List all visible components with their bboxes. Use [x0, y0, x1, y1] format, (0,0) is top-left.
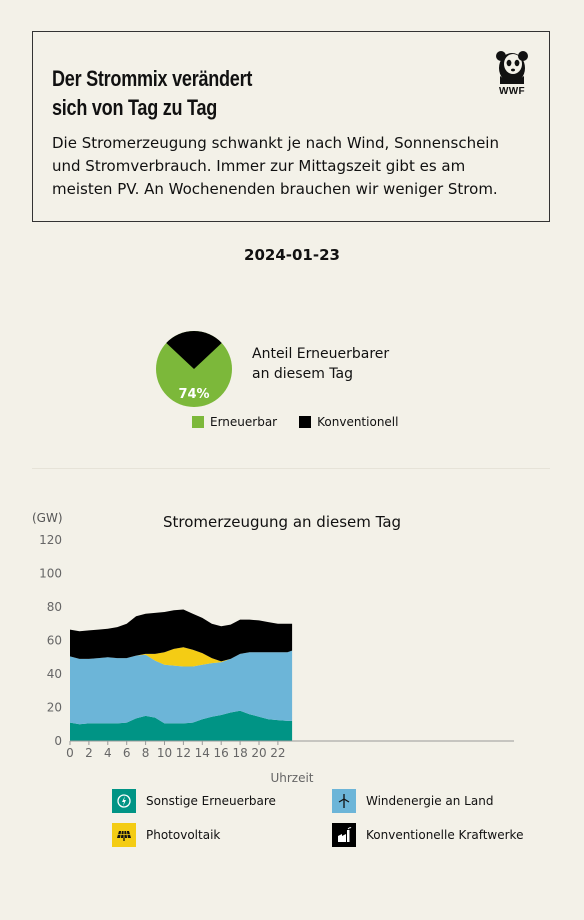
y-axis-label: (GW) [32, 511, 63, 525]
legend-label-sonstige: Sonstige Erneuerbare [146, 794, 276, 808]
title-line-1: Der Strommix verändert [52, 66, 253, 91]
pie-caption-line-2: an diesem Tag [252, 366, 353, 382]
area-series-3 [70, 647, 293, 667]
y-tick-label: 0 [54, 734, 62, 748]
panda-icon [496, 51, 528, 84]
x-tick-label: 22 [270, 746, 285, 760]
x-tick-label: 12 [176, 746, 191, 760]
y-tick-label: 60 [47, 634, 62, 648]
area-series-2 [70, 650, 293, 725]
legend-label-pv: Photovoltaik [146, 828, 221, 842]
x-tick-label: 20 [251, 746, 266, 760]
legend-item-konventionell: Konventionelle Kraftwerke [332, 823, 523, 847]
x-axis-label: Uhrzeit [270, 771, 313, 785]
power-plant-icon [332, 823, 356, 847]
pie-legend: Erneuerbar Konventionell [192, 415, 398, 429]
legend-label-konventionell: Konventionell [317, 415, 399, 429]
solar-panel-icon [112, 823, 136, 847]
y-tick-label: 100 [39, 567, 62, 581]
x-tick-label: 10 [157, 746, 172, 760]
x-tick-label: 2 [85, 746, 93, 760]
y-tick-label: 40 [47, 667, 62, 681]
leaf-lightning-icon [112, 789, 136, 813]
x-tick-label: 8 [142, 746, 150, 760]
legend-label-erneuerbar: Erneuerbar [210, 415, 278, 429]
area-series-4 [70, 609, 293, 662]
x-tick-label: 0 [66, 746, 74, 760]
legend-item-pv: Photovoltaik [112, 823, 220, 847]
legend-label-konventionell: Konventionelle Kraftwerke [366, 828, 524, 842]
x-tick-label: 4 [104, 746, 112, 760]
legend-swatch-erneuerbar [192, 416, 204, 428]
pie-caption: Anteil Erneuerbarer an diesem Tag [252, 344, 432, 384]
x-tick-label: 18 [232, 746, 247, 760]
wwf-logo: WWF [492, 50, 532, 102]
divider [32, 468, 550, 469]
chart-title: Stromerzeugung an diesem Tag [163, 513, 401, 531]
legend-swatch-konventionell [299, 416, 312, 428]
logo-text: WWF [499, 86, 525, 97]
pie-slice-konventionell [166, 331, 222, 369]
area-series-1 [70, 710, 293, 741]
legend-item-sonstige: Sonstige Erneuerbare [112, 789, 276, 813]
pie-percent-label: 74% [178, 387, 209, 402]
legend-label-wind: Windenergie an Land [366, 794, 494, 808]
date-heading: 2024-01-23 [244, 246, 340, 264]
legend-item-wind: Windenergie an Land [332, 789, 493, 813]
x-tick-label: 14 [195, 746, 210, 760]
generation-chart: (GW) Stromerzeugung an diesem Tag 020406… [32, 511, 514, 785]
x-tick-label: 6 [123, 746, 131, 760]
y-tick-label: 20 [47, 701, 62, 715]
wind-turbine-icon [332, 789, 356, 813]
title-line-2: sich von Tag zu Tag [52, 95, 218, 120]
pie-caption-line-1: Anteil Erneuerbarer [252, 346, 390, 362]
page-title: Der Strommix verändert sich von Tag zu T… [52, 64, 323, 122]
renewable-share-pie: 74% [156, 331, 232, 407]
x-tick-label: 16 [214, 746, 229, 760]
y-tick-label: 80 [47, 600, 62, 614]
header-card: Der Strommix verändert sich von Tag zu T… [32, 31, 550, 222]
description: Die Stromerzeugung schwankt je nach Wind… [52, 134, 499, 198]
y-tick-label: 120 [39, 533, 62, 547]
